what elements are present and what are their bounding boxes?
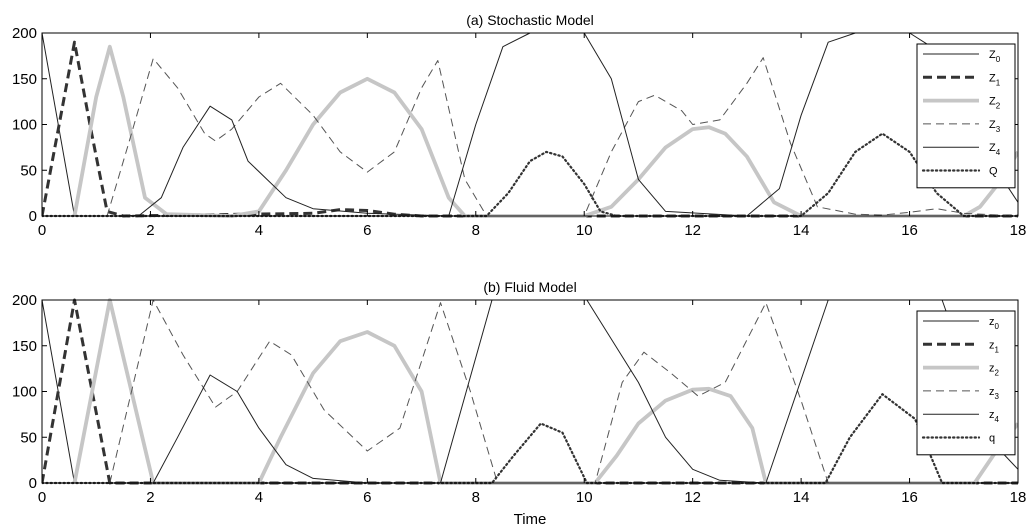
y-tick-label: 0	[29, 208, 37, 225]
legend-box	[916, 310, 1016, 456]
legend-label-main: q	[989, 433, 995, 445]
y-tick-label: 150	[12, 71, 37, 88]
series-line-z2	[72, 298, 1018, 485]
legend-label-subscript: 2	[996, 102, 1001, 111]
series-line-z4	[42, 32, 1018, 217]
x-tick-label: 14	[793, 222, 810, 239]
series-line-z3	[42, 57, 1018, 217]
x-tick-label: 16	[901, 489, 918, 506]
legend-label-z4: z4	[989, 409, 1000, 424]
series-lines	[42, 298, 1018, 485]
legend-label-main: z	[989, 339, 995, 351]
series-lines	[42, 32, 1018, 218]
legend-label-main: Q	[989, 166, 998, 178]
x-tick-label: 2	[146, 222, 154, 239]
legend-label-main: z	[989, 363, 995, 375]
legend-label-subscript: 0	[996, 55, 1001, 64]
chart-title: (a) Stochastic Model	[466, 12, 594, 28]
legend-label-subscript: 3	[996, 125, 1001, 134]
x-tick-label: 6	[363, 222, 371, 239]
legend-label-main: z	[989, 316, 995, 328]
legend-label-subscript: 3	[995, 392, 1000, 401]
x-tick-label: 0	[38, 222, 46, 239]
series-line-z0	[42, 32, 1018, 217]
legend-label-z3: z3	[989, 386, 1000, 401]
legend-label-main: z	[989, 409, 995, 421]
x-tick-label: 10	[576, 222, 593, 239]
y-tick-label: 50	[20, 162, 37, 179]
x-tick-label: 2	[146, 489, 154, 506]
legend-label-main: Z	[989, 119, 996, 131]
legend-label-subscript: 1	[996, 78, 1001, 87]
legend-label-subscript: 2	[995, 369, 1000, 378]
y-tick-label: 150	[12, 338, 37, 355]
series-line-z1	[42, 40, 1018, 218]
x-tick-label: 12	[684, 222, 701, 239]
legend-box	[916, 43, 1016, 189]
plot-frame	[41, 32, 1019, 217]
legend-label-z4: Z4	[989, 142, 1001, 157]
legend-label-main: z	[989, 386, 995, 398]
legend-label-z0: z0	[989, 316, 1000, 331]
series-line-q	[42, 393, 1018, 485]
y-tick-label: 50	[20, 429, 37, 446]
legend-label-z1: z1	[989, 339, 1000, 354]
series-line-z1	[42, 298, 1018, 485]
x-tick-label: 0	[38, 489, 46, 506]
legend-label-subscript: 0	[995, 322, 1000, 331]
legend-label-main: Z	[989, 72, 996, 84]
legend-label-main: Z	[989, 49, 996, 61]
series-line-z0	[42, 299, 1018, 484]
y-tick-label: 0	[29, 475, 37, 492]
legend-label-q: Q	[989, 166, 998, 178]
legend-label-main: Z	[989, 142, 996, 154]
x-tick-label: 6	[363, 489, 371, 506]
legend-label-subscript: 4	[996, 148, 1001, 157]
plot-frame	[41, 299, 1019, 484]
legend-label-z3: Z3	[989, 119, 1001, 134]
x-tick-label: 14	[793, 489, 810, 506]
y-tick-label: 200	[12, 292, 37, 309]
x-tick-label: 4	[255, 222, 263, 239]
chart-title: (b) Fluid Model	[483, 279, 576, 295]
legend-label-subscript: 4	[995, 415, 1000, 424]
y-tick-label: 100	[12, 384, 37, 401]
legend-label-q: q	[989, 433, 995, 445]
legend-label-z2: z2	[989, 363, 1000, 378]
x-axis-label: Time	[514, 511, 547, 528]
x-tick-label: 4	[255, 489, 263, 506]
y-tick-label: 100	[12, 117, 37, 134]
series-line-z3	[109, 299, 1018, 484]
legend-label-subscript: 1	[995, 345, 1000, 354]
legend-label-main: Z	[989, 96, 996, 108]
legend-label-z2: Z2	[989, 96, 1001, 111]
x-tick-label: 18	[1010, 222, 1027, 239]
legend-label-z0: Z0	[989, 49, 1001, 64]
x-tick-label: 8	[472, 222, 480, 239]
series-line-z4	[42, 299, 1018, 484]
series-line-q	[42, 132, 1018, 218]
y-tick-label: 200	[12, 25, 37, 42]
x-tick-label: 16	[901, 222, 918, 239]
x-tick-label: 10	[576, 489, 593, 506]
x-tick-label: 18	[1010, 489, 1027, 506]
series-line-z2	[72, 44, 1018, 218]
legend-label-z1: Z1	[989, 72, 1001, 87]
x-tick-label: 8	[472, 489, 480, 506]
x-tick-label: 12	[684, 489, 701, 506]
